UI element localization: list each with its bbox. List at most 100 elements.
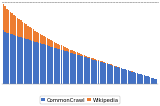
Bar	[50, 47, 52, 84]
Bar	[78, 53, 80, 55]
Bar	[66, 48, 68, 51]
Bar	[71, 53, 73, 84]
Bar	[24, 38, 25, 84]
Bar	[45, 45, 46, 84]
Bar	[43, 44, 45, 84]
Bar	[38, 33, 39, 43]
Bar	[87, 56, 89, 58]
Bar	[25, 39, 27, 84]
Bar	[73, 54, 75, 84]
Bar	[32, 41, 34, 84]
Bar	[64, 51, 66, 84]
Bar	[138, 74, 140, 84]
Bar	[94, 59, 96, 60]
Bar	[41, 35, 43, 44]
Bar	[66, 51, 68, 84]
Bar	[31, 28, 32, 40]
Bar	[59, 45, 60, 49]
Bar	[11, 13, 13, 34]
Bar	[27, 26, 29, 39]
Bar	[61, 45, 62, 50]
Bar	[54, 42, 55, 48]
Bar	[108, 64, 110, 84]
Bar	[31, 40, 32, 84]
Bar	[82, 55, 83, 56]
Bar	[114, 66, 115, 84]
Bar	[43, 36, 45, 44]
Bar	[18, 37, 20, 84]
Bar	[124, 69, 126, 84]
Bar	[117, 67, 119, 84]
Bar	[78, 55, 80, 84]
Bar	[22, 38, 24, 84]
Bar	[131, 72, 133, 84]
Bar	[119, 67, 120, 68]
Bar	[128, 70, 129, 84]
Bar	[13, 35, 15, 84]
Bar	[96, 60, 97, 61]
Bar	[77, 52, 78, 55]
Bar	[119, 68, 120, 84]
Bar	[20, 37, 22, 84]
Bar	[80, 56, 82, 84]
Bar	[145, 76, 147, 84]
Bar	[64, 47, 66, 51]
Bar	[17, 36, 18, 84]
Bar	[100, 62, 101, 84]
Bar	[101, 61, 103, 62]
Bar	[36, 32, 38, 42]
Bar	[101, 62, 103, 84]
Bar	[84, 57, 85, 84]
Bar	[151, 78, 152, 84]
Bar	[140, 74, 142, 84]
Bar	[115, 66, 117, 67]
Bar	[25, 24, 27, 39]
Bar	[94, 60, 96, 84]
Bar	[40, 34, 41, 43]
Bar	[87, 58, 89, 84]
Bar	[47, 45, 48, 84]
Bar	[34, 31, 36, 42]
Bar	[136, 73, 138, 84]
Bar	[40, 43, 41, 84]
Bar	[34, 42, 36, 84]
Bar	[70, 52, 71, 84]
Bar	[22, 22, 24, 38]
Bar	[45, 37, 46, 45]
Bar	[8, 10, 9, 33]
Bar	[29, 27, 31, 40]
Bar	[68, 49, 69, 52]
Bar	[144, 75, 145, 84]
Bar	[38, 43, 39, 84]
Bar	[147, 77, 149, 84]
Bar	[129, 71, 131, 84]
Bar	[149, 77, 150, 84]
Bar	[48, 46, 50, 84]
Bar	[54, 48, 55, 84]
Bar	[133, 72, 135, 84]
Bar	[57, 44, 59, 49]
Legend: CommonCrawl, Wikipedia: CommonCrawl, Wikipedia	[40, 96, 120, 104]
Bar	[48, 39, 50, 46]
Bar	[4, 6, 6, 31]
Bar	[91, 58, 92, 59]
Bar	[115, 67, 117, 84]
Bar	[107, 64, 108, 84]
Bar	[56, 48, 57, 84]
Bar	[89, 57, 90, 59]
Bar	[107, 63, 108, 64]
Bar	[59, 49, 60, 84]
Bar	[98, 60, 99, 61]
Bar	[110, 65, 112, 84]
Bar	[89, 59, 90, 84]
Bar	[3, 4, 4, 30]
Bar	[112, 65, 113, 66]
Bar	[154, 79, 156, 84]
Bar	[96, 61, 97, 84]
Bar	[24, 23, 25, 38]
Bar	[32, 29, 34, 41]
Bar	[71, 50, 73, 53]
Bar	[18, 19, 20, 37]
Bar	[156, 79, 157, 84]
Bar	[6, 33, 8, 84]
